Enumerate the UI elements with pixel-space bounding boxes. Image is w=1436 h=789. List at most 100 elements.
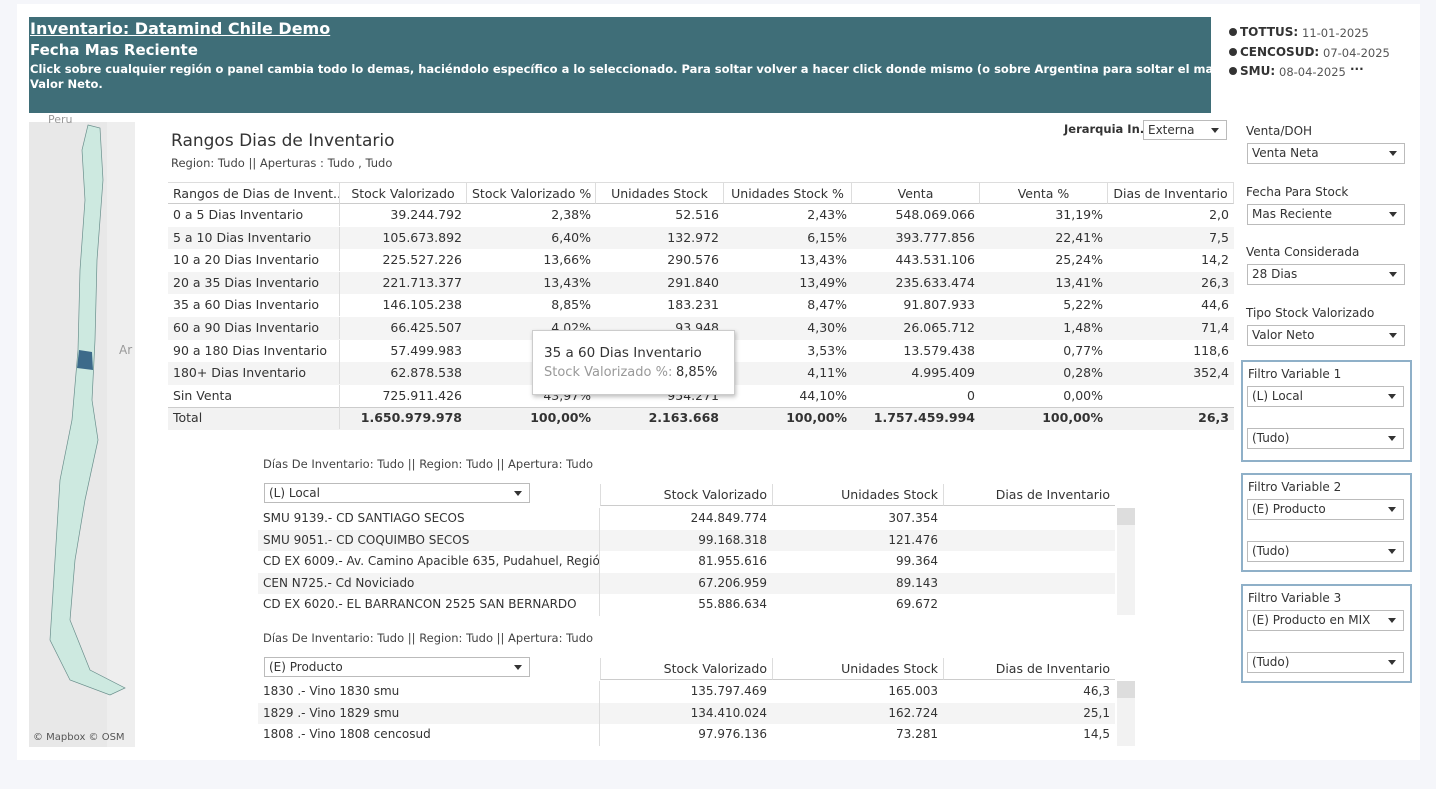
table-cell[interactable]: 3,53% — [807, 342, 847, 358]
table-cell[interactable]: 14,5 — [1083, 727, 1110, 742]
table-cell[interactable]: 25,1 — [1083, 705, 1110, 720]
table-cell[interactable]: 2.163.668 — [648, 410, 719, 426]
table-cell[interactable]: 235.633.474 — [895, 274, 975, 290]
table-cell[interactable]: 22,41% — [1055, 229, 1103, 245]
selected-region[interactable] — [77, 350, 93, 370]
table-cell[interactable]: SMU 9139.- CD SANTIAGO SECOS — [258, 508, 600, 530]
table-cell[interactable]: Sin Venta — [168, 384, 340, 407]
scroll-thumb[interactable] — [1117, 508, 1135, 525]
filter-dropdown[interactable]: (E) Producto en MIX — [1247, 610, 1404, 631]
table-cell[interactable]: 99.168.318 — [698, 532, 767, 547]
chile-regions[interactable] — [49, 124, 126, 696]
table-cell[interactable]: 146.105.238 — [382, 297, 462, 313]
table-cell[interactable]: CEN N725.- Cd Noviciado — [258, 572, 600, 595]
hierarchy-dropdown[interactable]: Externa — [1143, 120, 1227, 140]
table-cell[interactable]: 13,43% — [799, 252, 847, 268]
table-cell[interactable]: 548.069.066 — [895, 207, 975, 222]
table-cell[interactable]: 57.499.983 — [390, 342, 462, 358]
table-cell[interactable]: 69.672 — [896, 597, 938, 612]
table-cell[interactable]: 62.878.538 — [390, 365, 462, 381]
table-cell[interactable]: 13,49% — [799, 274, 847, 290]
table-cell[interactable]: 221.713.377 — [382, 274, 462, 290]
dimension-selector[interactable]: (E) Producto — [264, 657, 530, 677]
table-cell[interactable]: 725.911.426 — [382, 387, 462, 403]
table-cell[interactable]: 26.065.712 — [903, 320, 975, 335]
table-cell[interactable]: 2,43% — [807, 207, 847, 222]
filter-dropdown[interactable]: Mas Reciente — [1247, 203, 1405, 225]
table-cell[interactable]: 35 a 60 Dias Inventario — [168, 294, 340, 317]
table-cell[interactable]: 162.724 — [888, 705, 938, 720]
table-cell[interactable]: 225.527.226 — [382, 252, 462, 268]
table-cell[interactable]: 1.650.979.978 — [360, 410, 462, 426]
table-cell[interactable]: 31,19% — [1055, 207, 1103, 222]
table-cell[interactable]: 26,3 — [1198, 410, 1229, 426]
table-cell[interactable]: 100,00% — [530, 410, 591, 426]
table-cell[interactable]: SMU 9051.- CD COQUIMBO SECOS — [258, 529, 600, 552]
table-cell[interactable]: 20 a 35 Dias Inventario — [168, 271, 340, 294]
table-cell[interactable]: 89.143 — [896, 575, 938, 590]
table-cell[interactable]: 180+ Dias Inventario — [168, 362, 340, 385]
table-cell[interactable]: 60 a 90 Dias Inventario — [168, 317, 340, 339]
table-cell[interactable]: 1829 .- Vino 1829 smu — [258, 702, 600, 725]
table-cell[interactable]: 46,3 — [1083, 684, 1110, 698]
map[interactable] — [29, 122, 135, 747]
table-cell[interactable]: 118,6 — [1193, 342, 1229, 358]
table-cell[interactable]: 39.244.792 — [390, 207, 462, 222]
table-cell[interactable]: 4,11% — [807, 365, 847, 381]
filter-dropdown[interactable]: (Tudo) — [1247, 541, 1404, 562]
table-cell[interactable]: 25,24% — [1055, 252, 1103, 268]
table-cell[interactable]: 5,22% — [1063, 297, 1103, 313]
filter-dropdown[interactable]: Venta Neta — [1247, 143, 1405, 164]
table-cell[interactable]: 183.231 — [667, 297, 719, 313]
table-cell[interactable]: 6,40% — [551, 229, 591, 245]
filter-dropdown[interactable]: (E) Producto — [1247, 499, 1404, 520]
table-cell[interactable]: 81.955.616 — [698, 554, 767, 569]
table-cell[interactable]: 291.840 — [667, 274, 719, 290]
table-cell[interactable]: 244.849.774 — [690, 511, 767, 525]
table-cell[interactable]: 134.410.024 — [690, 705, 767, 720]
table-cell[interactable]: 132.972 — [667, 229, 719, 245]
table-cell[interactable]: 91.807.933 — [903, 297, 975, 313]
table-cell[interactable]: 0 a 5 Dias Inventario — [168, 204, 340, 226]
table-cell[interactable]: 100,00% — [1042, 410, 1103, 426]
filter-dropdown[interactable]: (L) Local — [1247, 386, 1404, 407]
table-cell[interactable]: 6,15% — [807, 229, 847, 245]
table-cell[interactable]: 13,43% — [543, 274, 591, 290]
table-cell[interactable]: 4,30% — [807, 320, 847, 335]
table-cell[interactable]: 67.206.959 — [698, 575, 767, 590]
table-cell[interactable]: 1830 .- Vino 1830 smu — [258, 681, 600, 703]
more-menu[interactable]: ··· — [1350, 62, 1364, 76]
table-cell[interactable]: 44,6 — [1201, 297, 1229, 313]
table-cell[interactable]: 8,47% — [807, 297, 847, 313]
table-cell[interactable]: 307.354 — [888, 511, 938, 525]
table-cell[interactable]: 97.976.136 — [698, 727, 767, 742]
table-cell[interactable]: CD EX 6009.- Av. Camino Apacible 635, Pu… — [258, 551, 600, 573]
table-cell[interactable]: Total — [168, 407, 340, 430]
table-cell[interactable]: 8,85% — [551, 297, 591, 313]
table-cell[interactable]: 135.797.469 — [690, 684, 767, 698]
table-cell[interactable]: CD EX 6020.- EL BARRANCON 2525 SAN BERNA… — [258, 594, 600, 616]
table-cell[interactable]: 90 a 180 Dias Inventario — [168, 339, 340, 362]
table-cell[interactable]: 352,4 — [1193, 365, 1229, 381]
filter-dropdown[interactable]: 28 Dias — [1247, 264, 1405, 285]
table-cell[interactable]: 44,10% — [799, 387, 847, 403]
filter-dropdown[interactable]: (Tudo) — [1247, 652, 1404, 673]
table-cell[interactable]: 66.425.507 — [390, 320, 462, 335]
table-cell[interactable]: 4.995.409 — [911, 365, 975, 381]
table-cell[interactable]: 0 — [967, 387, 975, 403]
table-cell[interactable]: 99.364 — [896, 554, 938, 569]
table-cell[interactable]: 393.777.856 — [895, 229, 975, 245]
table-cell[interactable]: 14,2 — [1201, 252, 1229, 268]
table-cell[interactable]: 73.281 — [896, 727, 938, 742]
table-cell[interactable]: 7,5 — [1209, 229, 1229, 245]
table-cell[interactable]: 10 a 20 Dias Inventario — [168, 249, 340, 272]
table-cell[interactable]: 13,66% — [543, 252, 591, 268]
table-cell[interactable]: 290.576 — [667, 252, 719, 268]
table-cell[interactable]: 5 a 10 Dias Inventario — [168, 226, 340, 249]
table-cell[interactable]: 13.579.438 — [903, 342, 975, 358]
table-cell[interactable]: 100,00% — [786, 410, 847, 426]
filter-dropdown[interactable]: (Tudo) — [1247, 428, 1404, 449]
table-cell[interactable]: 26,3 — [1201, 274, 1229, 290]
table-cell[interactable]: 1,48% — [1063, 320, 1103, 335]
table-cell[interactable]: 165.003 — [888, 684, 938, 698]
